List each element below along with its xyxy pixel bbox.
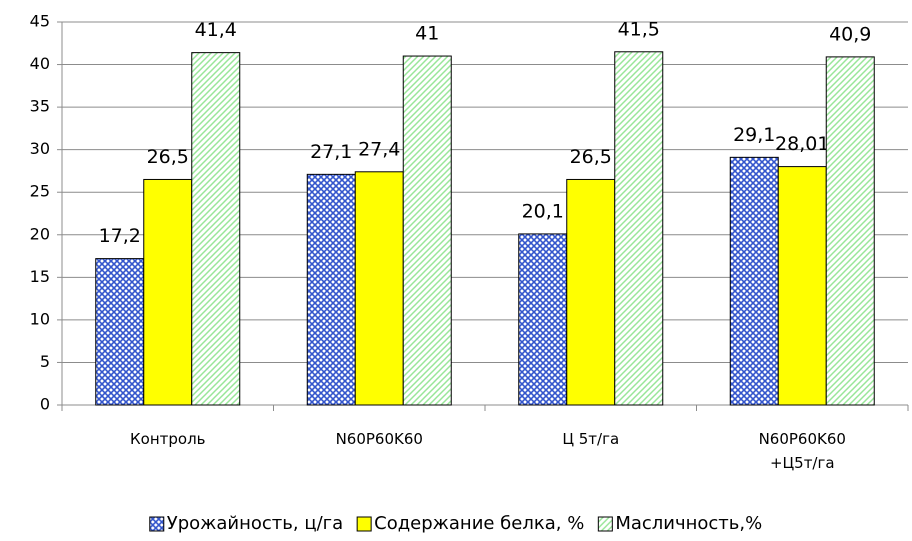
data-label: 28,01	[775, 133, 829, 155]
legend-label: Масличность,%	[615, 513, 762, 534]
y-tick-label: 15	[30, 267, 50, 286]
bar	[191, 52, 241, 406]
bar	[777, 166, 827, 406]
y-tick-label: 20	[30, 224, 50, 243]
y-tick-label: 30	[30, 139, 50, 158]
y-tick-label: 10	[30, 309, 50, 328]
legend-label: Содержание белка, %	[374, 513, 584, 534]
legend-swatch	[356, 516, 372, 532]
data-label: 26,5	[570, 146, 612, 168]
data-label: 41	[415, 23, 439, 45]
x-tick-label: Контроль	[130, 430, 206, 448]
data-label: 41,4	[195, 19, 237, 41]
bar	[354, 171, 404, 406]
y-tick-label: 45	[30, 12, 50, 31]
data-label: 27,4	[358, 138, 400, 160]
data-label: 41,5	[618, 18, 660, 40]
bar	[143, 178, 193, 406]
legend-item: Содержание белка, %	[356, 513, 584, 534]
legend-item: Урожайность, ц/га	[149, 513, 343, 534]
bar	[95, 258, 145, 406]
y-tick-label: 40	[30, 54, 50, 73]
data-label: 29,1	[733, 124, 775, 146]
y-tick-label: 0	[40, 395, 50, 414]
y-tick-label: 5	[40, 352, 50, 371]
bar	[614, 51, 664, 406]
bar	[306, 173, 356, 406]
x-tick-label: N60P60K60	[335, 430, 423, 448]
y-tick-label: 35	[30, 97, 50, 116]
x-tick-label: N60P60K60 +Ц5т/га	[758, 430, 846, 472]
legend-label: Урожайность, ц/га	[167, 513, 343, 534]
bar	[566, 178, 616, 406]
legend-swatch	[149, 516, 165, 532]
bar	[729, 156, 779, 406]
y-tick-label: 25	[30, 182, 50, 201]
legend-item: Масличность,%	[597, 513, 762, 534]
legend-swatch	[597, 516, 613, 532]
bar	[825, 56, 875, 406]
data-label: 26,5	[147, 146, 189, 168]
bar	[402, 55, 452, 406]
x-tick-label: Ц 5т/га	[562, 430, 620, 448]
data-label: 40,9	[829, 23, 871, 45]
data-label: 27,1	[310, 141, 352, 163]
data-label: 17,2	[99, 225, 141, 247]
data-label: 20,1	[522, 200, 564, 222]
bar	[518, 233, 568, 406]
